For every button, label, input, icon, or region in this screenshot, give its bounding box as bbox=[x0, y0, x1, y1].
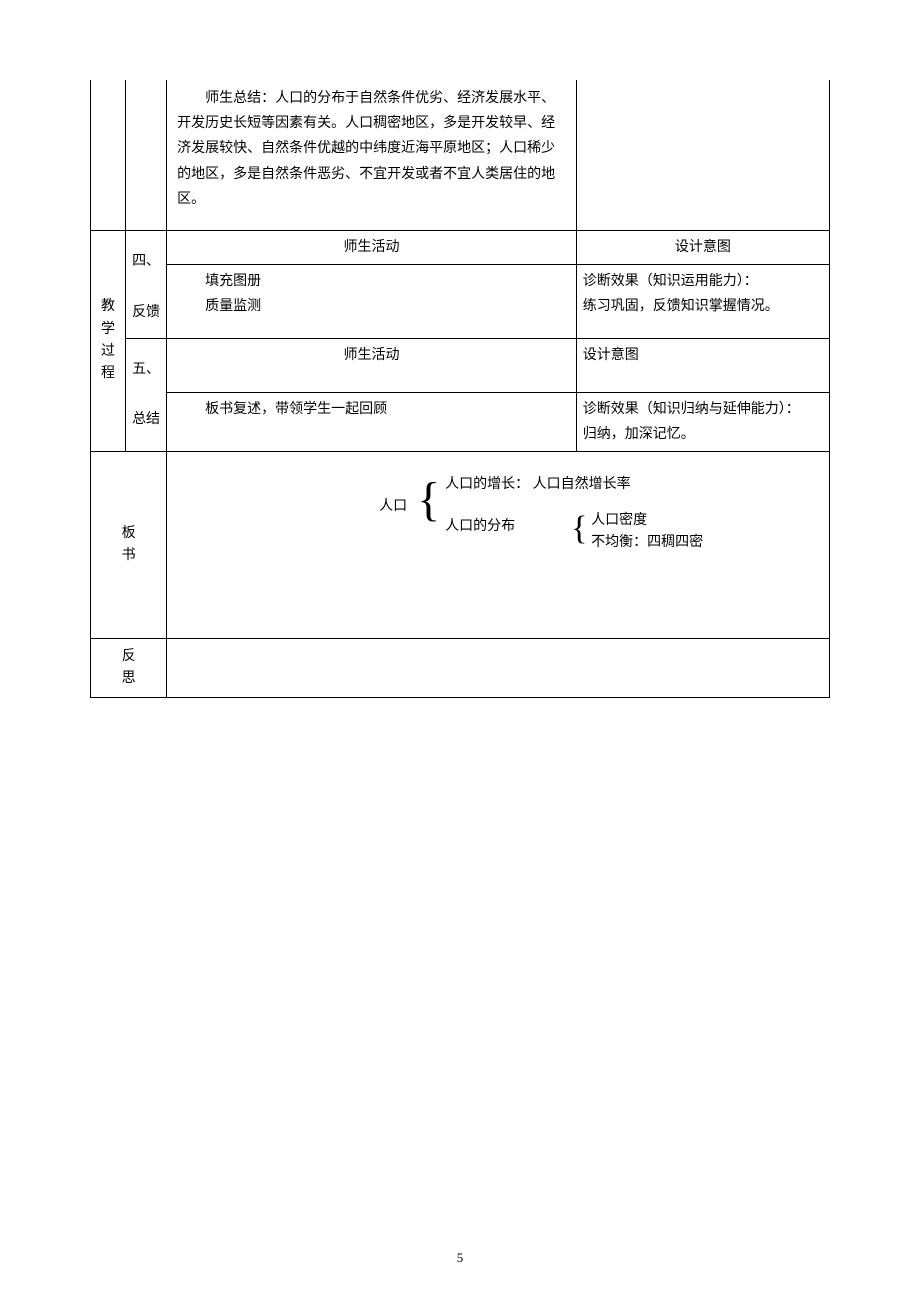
summary-sidecol1 bbox=[91, 80, 126, 230]
board-ch-1: 板 bbox=[97, 523, 160, 545]
page-number: 5 bbox=[0, 1250, 920, 1266]
sec4-intent-line1: 诊断效果（知识运用能力）： bbox=[583, 269, 823, 294]
row-sec4-content: 填充图册 质量监测 诊断效果（知识运用能力）： 练习巩固，反馈知识掌握情况。 bbox=[91, 265, 830, 338]
sec5-intent-line2: 归纳，加深记忆。 bbox=[583, 422, 823, 447]
row-sec4-header: 教 学 过 程 四、 反馈 师生活动 设计意图 bbox=[91, 230, 830, 264]
diagram-branch1: 人口的增长： 人口自然增长率 bbox=[445, 472, 631, 497]
board-diagram: 人口 { 人口的增长： 人口自然增长率 人口的分布 { 人口密度 不均衡：四稠四… bbox=[177, 458, 819, 600]
sec5-label: 五、 总结 bbox=[125, 338, 166, 452]
sec4-intent-header: 设计意图 bbox=[576, 230, 829, 264]
process-ch-4: 程 bbox=[97, 363, 119, 385]
brace-small-icon: { bbox=[571, 512, 587, 546]
diagram-root: 人口 bbox=[379, 494, 407, 519]
diagram-branch2: 人口的分布 bbox=[445, 514, 515, 539]
page: 师生总结：人口的分布于自然条件优劣、经济发展水平、开发历史长短等因素有关。人口稠… bbox=[0, 0, 920, 1302]
sec5-activity-text: 板书复述，带领学生一起回顾 bbox=[177, 397, 566, 422]
process-ch-1: 教 bbox=[97, 296, 119, 318]
sec4-activity-header: 师生活动 bbox=[167, 230, 577, 264]
row-board: 板 书 人口 { 人口的增长： 人口自然增长率 人口的分布 { 人口密度 不均衡… bbox=[91, 452, 830, 639]
sec5-intent-line1: 诊断效果（知识归纳与延伸能力）： bbox=[583, 397, 823, 422]
reflect-content bbox=[167, 639, 830, 698]
lesson-plan-table: 师生总结：人口的分布于自然条件优劣、经济发展水平、开发历史长短等因素有关。人口稠… bbox=[90, 80, 830, 698]
board-label: 板 书 bbox=[91, 452, 167, 639]
row-sec5-content: 板书复述，带领学生一起回顾 诊断效果（知识归纳与延伸能力）： 归纳，加深记忆。 bbox=[91, 392, 830, 451]
sec5-activity-header: 师生活动 bbox=[167, 338, 577, 392]
sec4-intent-cell: 诊断效果（知识运用能力）： 练习巩固，反馈知识掌握情况。 bbox=[576, 265, 829, 338]
reflect-ch-1: 反 bbox=[97, 646, 160, 668]
diagram-sub2: 不均衡：四稠四密 bbox=[591, 530, 703, 555]
sec4-label-text: 四、 反馈 bbox=[132, 254, 160, 319]
row-summary: 师生总结：人口的分布于自然条件优劣、经济发展水平、开发历史长短等因素有关。人口稠… bbox=[91, 80, 830, 230]
sec5-intent-header: 设计意图 bbox=[576, 338, 829, 392]
brace-large-icon: { bbox=[417, 476, 440, 524]
sec5-activity-cell: 板书复述，带领学生一起回顾 bbox=[167, 392, 577, 451]
row-reflect: 反 思 bbox=[91, 639, 830, 698]
sec4-label: 四、 反馈 bbox=[125, 230, 166, 338]
reflect-label: 反 思 bbox=[91, 639, 167, 698]
summary-intent-empty bbox=[576, 80, 829, 230]
board-ch-2: 书 bbox=[97, 545, 160, 567]
summary-sidecol2 bbox=[125, 80, 166, 230]
process-ch-3: 过 bbox=[97, 341, 119, 363]
row-sec5-header: 五、 总结 师生活动 设计意图 bbox=[91, 338, 830, 392]
process-sidebar: 教 学 过 程 bbox=[91, 230, 126, 451]
sec4-activity-cell: 填充图册 质量监测 bbox=[167, 265, 577, 338]
summary-text: 师生总结：人口的分布于自然条件优劣、经济发展水平、开发历史长短等因素有关。人口稠… bbox=[177, 86, 566, 212]
reflect-ch-2: 思 bbox=[97, 668, 160, 690]
sec4-intent-line2: 练习巩固，反馈知识掌握情况。 bbox=[583, 294, 823, 319]
sec4-activity-line1: 填充图册 bbox=[177, 269, 566, 294]
board-content: 人口 { 人口的增长： 人口自然增长率 人口的分布 { 人口密度 不均衡：四稠四… bbox=[167, 452, 830, 639]
summary-text-cell: 师生总结：人口的分布于自然条件优劣、经济发展水平、开发历史长短等因素有关。人口稠… bbox=[167, 80, 577, 230]
sec5-label-text: 五、 总结 bbox=[132, 362, 160, 427]
process-ch-2: 学 bbox=[97, 319, 119, 341]
sec4-activity-line2: 质量监测 bbox=[177, 294, 566, 319]
sec5-intent-cell: 诊断效果（知识归纳与延伸能力）： 归纳，加深记忆。 bbox=[576, 392, 829, 451]
